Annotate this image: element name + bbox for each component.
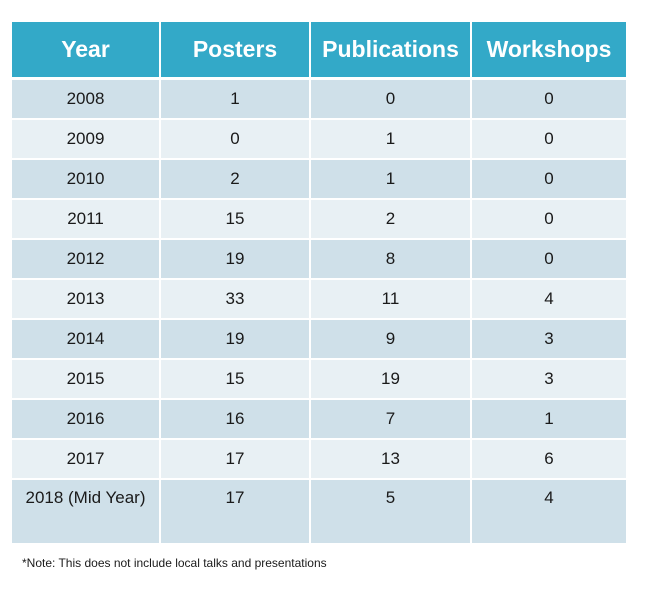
- cell-year: 2013: [12, 279, 161, 320]
- cell-year: 2009: [12, 119, 161, 160]
- header-row: Year Posters Publications Workshops: [12, 22, 626, 80]
- cell-workshops: 0: [471, 78, 626, 120]
- cell-publications: 8: [310, 239, 472, 280]
- cell-publications: 0: [310, 78, 472, 120]
- cell-publications: 19: [310, 359, 472, 400]
- cell-publications: 9: [310, 319, 472, 360]
- footnote: *Note: This does not include local talks…: [22, 556, 327, 570]
- cell-posters: 19: [160, 239, 311, 280]
- header-workshops: Workshops: [471, 22, 626, 80]
- cell-year: 2012: [12, 239, 161, 280]
- cell-year: 2011: [12, 199, 161, 240]
- table-row: 2018 (Mid Year) 17 5 4: [12, 479, 626, 543]
- cell-workshops: 0: [471, 199, 626, 240]
- cell-workshops: 6: [471, 439, 626, 480]
- cell-workshops: 3: [471, 319, 626, 360]
- table-row: 2009 0 1 0: [12, 119, 626, 160]
- cell-posters: 15: [160, 359, 311, 400]
- cell-posters: 16: [160, 399, 311, 440]
- table-row: 2011 15 2 0: [12, 199, 626, 240]
- table-row: 2012 19 8 0: [12, 239, 626, 280]
- cell-workshops: 0: [471, 119, 626, 160]
- cell-workshops: 4: [471, 479, 626, 543]
- cell-posters: 33: [160, 279, 311, 320]
- cell-posters: 0: [160, 119, 311, 160]
- cell-year: 2014: [12, 319, 161, 360]
- cell-year: 2017: [12, 439, 161, 480]
- cell-year: 2008: [12, 78, 161, 120]
- table-row: 2017 17 13 6: [12, 439, 626, 480]
- cell-publications: 1: [310, 159, 472, 200]
- cell-workshops: 1: [471, 399, 626, 440]
- cell-workshops: 0: [471, 159, 626, 200]
- header-year: Year: [12, 22, 161, 80]
- table-header: Year Posters Publications Workshops: [12, 22, 626, 80]
- table-row: 2014 19 9 3: [12, 319, 626, 360]
- cell-year: 2010: [12, 159, 161, 200]
- cell-publications: 7: [310, 399, 472, 440]
- table-row: 2008 1 0 0: [12, 78, 626, 120]
- data-table-container: Year Posters Publications Workshops 2008…: [12, 22, 626, 543]
- cell-posters: 1: [160, 78, 311, 120]
- cell-publications: 11: [310, 279, 472, 320]
- cell-publications: 1: [310, 119, 472, 160]
- cell-workshops: 4: [471, 279, 626, 320]
- cell-posters: 17: [160, 479, 311, 543]
- cell-year: 2016: [12, 399, 161, 440]
- cell-posters: 17: [160, 439, 311, 480]
- data-table: Year Posters Publications Workshops 2008…: [12, 22, 626, 543]
- cell-publications: 2: [310, 199, 472, 240]
- table-row: 2016 16 7 1: [12, 399, 626, 440]
- table-body: 2008 1 0 0 2009 0 1 0 2010 2 1 0 2011 15…: [12, 78, 626, 543]
- header-posters: Posters: [160, 22, 311, 80]
- table-row: 2015 15 19 3: [12, 359, 626, 400]
- cell-posters: 15: [160, 199, 311, 240]
- cell-publications: 5: [310, 479, 472, 543]
- cell-year: 2015: [12, 359, 161, 400]
- cell-posters: 19: [160, 319, 311, 360]
- header-publications: Publications: [310, 22, 472, 80]
- cell-workshops: 0: [471, 239, 626, 280]
- table-row: 2013 33 11 4: [12, 279, 626, 320]
- cell-posters: 2: [160, 159, 311, 200]
- cell-year: 2018 (Mid Year): [12, 479, 161, 543]
- cell-publications: 13: [310, 439, 472, 480]
- table-row: 2010 2 1 0: [12, 159, 626, 200]
- cell-workshops: 3: [471, 359, 626, 400]
